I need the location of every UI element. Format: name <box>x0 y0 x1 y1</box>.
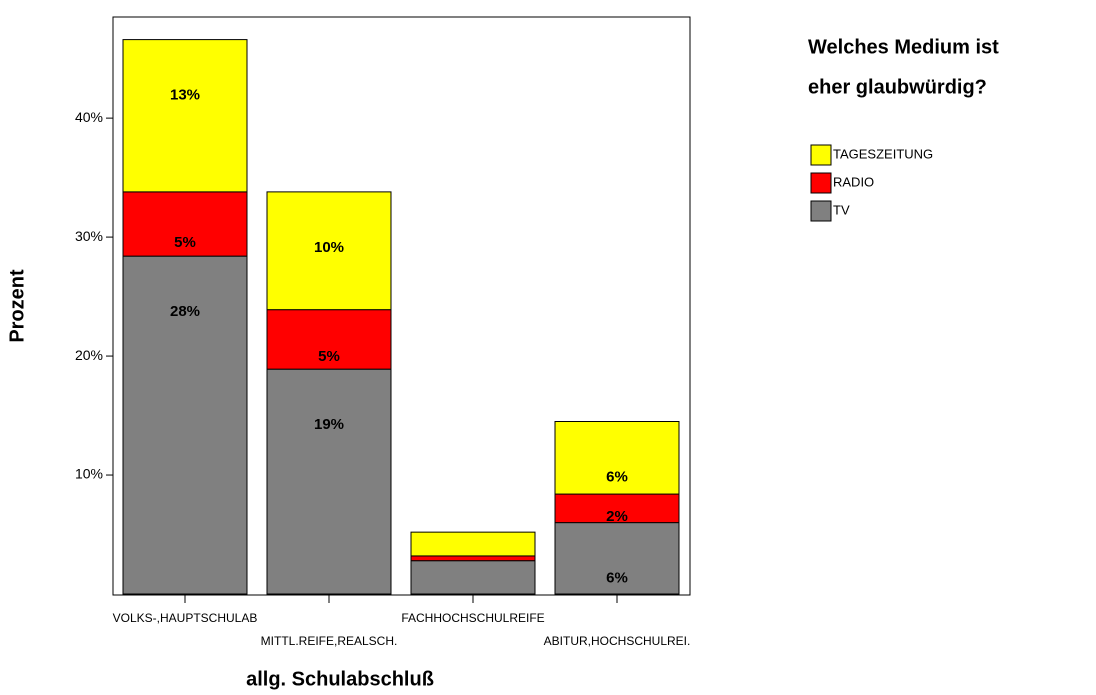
x-axis-title: allg. Schulabschluß <box>246 668 434 690</box>
y-tick-label: 30% <box>75 228 103 244</box>
legend-title: eher glaubwürdig? <box>808 76 987 98</box>
x-tick-label: MITTL.REIFE,REALSCH. <box>261 634 398 648</box>
bar-segment <box>266 309 392 370</box>
bar-segment <box>122 191 248 257</box>
bar-segment <box>122 255 248 595</box>
value-label: 5% <box>318 348 340 365</box>
value-label: 13% <box>170 87 200 104</box>
y-tick-label: 10% <box>75 466 103 482</box>
value-label: 6% <box>606 468 628 485</box>
y-tick-label: 20% <box>75 347 103 363</box>
legend-title: Welches Medium ist <box>808 36 999 58</box>
bar-segment <box>122 39 248 193</box>
bar-segment <box>266 368 392 595</box>
bar-segment <box>410 560 536 595</box>
legend-swatch <box>810 172 832 194</box>
value-label: 6% <box>606 570 628 587</box>
value-label: 19% <box>314 416 344 433</box>
bar-segment <box>266 191 392 311</box>
bar-segment <box>554 420 680 495</box>
value-label: 5% <box>174 234 196 251</box>
bar-segment <box>410 531 536 557</box>
y-axis-title: Prozent <box>6 269 28 343</box>
value-label: 10% <box>314 239 344 256</box>
bar-segment <box>410 555 536 562</box>
value-label: 28% <box>170 303 200 320</box>
plot-frame <box>112 16 691 596</box>
legend-label: TAGESZEITUNG <box>833 146 933 161</box>
x-tick-label: ABITUR,HOCHSCHULREI. <box>544 634 691 648</box>
legend-label: TV <box>833 202 850 217</box>
legend-label: RADIO <box>833 174 874 189</box>
value-label: 2% <box>606 508 628 525</box>
bar-segment <box>554 493 680 524</box>
legend-swatch <box>810 200 832 222</box>
x-tick-label: VOLKS-,HAUPTSCHULAB <box>113 611 258 625</box>
legend-swatch <box>810 144 832 166</box>
x-tick-label: FACHHOCHSCHULREIFE <box>401 611 544 625</box>
y-tick-label: 40% <box>75 109 103 125</box>
